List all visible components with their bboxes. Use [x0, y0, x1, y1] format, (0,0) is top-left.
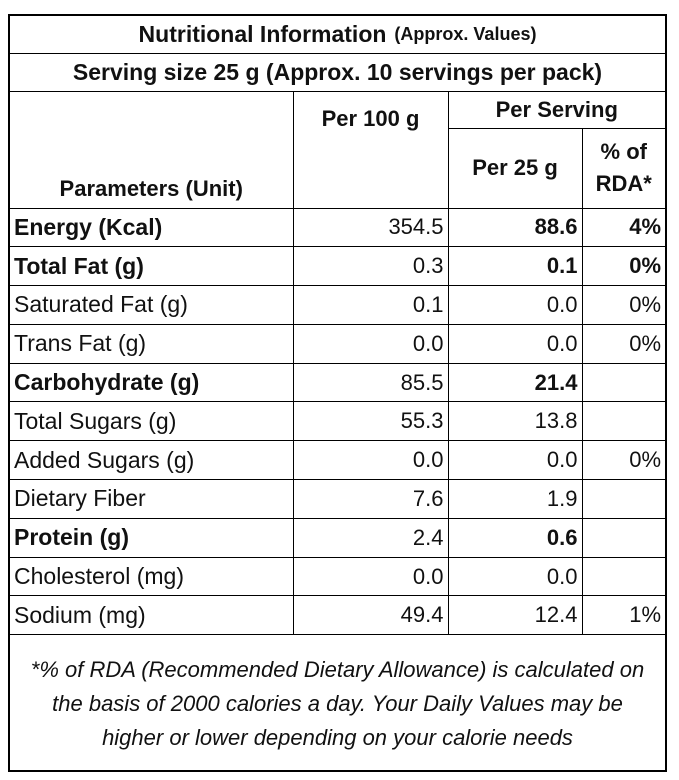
table-row: Total Fat (g) 0.3 0.1 0%: [10, 246, 665, 287]
row-per25: 21.4: [447, 362, 583, 403]
table-row: Sodium (mg) 49.4 12.4 1%: [10, 595, 665, 636]
row-per25: 1.9: [447, 479, 583, 519]
title-main: Nutritional Information: [138, 21, 387, 47]
row-rda: 4%: [581, 207, 665, 248]
row-rda: 0%: [581, 285, 665, 325]
row-parameter: Total Sugars (g): [10, 401, 294, 442]
panel-title: Nutritional Information (Approx. Values): [10, 16, 665, 54]
table-row: Added Sugars (g) 0.0 0.0 0%: [10, 440, 665, 481]
row-parameter: Protein (g): [10, 517, 294, 558]
row-per100: 0.3: [292, 246, 449, 287]
row-per25: 0.0: [447, 440, 583, 481]
row-rda: 0%: [581, 440, 665, 481]
row-parameter: Cholesterol (mg): [10, 556, 294, 597]
header-parameters: Parameters (Unit): [10, 92, 294, 209]
row-rda: 0%: [581, 323, 665, 364]
row-per25: 13.8: [447, 401, 583, 442]
row-per25: 88.6: [447, 207, 583, 248]
title-note: (Approx. Values): [394, 24, 537, 44]
header-rda-line1: % of: [600, 139, 647, 164]
row-per100: 0.0: [292, 556, 449, 597]
row-per100: 0.1: [292, 285, 449, 325]
serving-size: Serving size 25 g (Approx. 10 servings p…: [10, 54, 665, 92]
row-per100: 2.4: [292, 517, 449, 558]
header-rda-line2: RDA*: [595, 171, 652, 196]
header-per25: Per 25 g: [448, 127, 583, 209]
header-per-serving: Per Serving: [447, 92, 665, 129]
rda-footnote: *% of RDA (Recommended Dietary Allowance…: [30, 656, 645, 750]
row-per25: 0.0: [447, 556, 583, 597]
row-parameter: Saturated Fat (g): [10, 285, 294, 325]
row-parameter: Energy (Kcal): [10, 207, 294, 248]
table-row: Carbohydrate (g) 85.5 21.4: [10, 362, 665, 403]
table-row: Dietary Fiber 7.6 1.9: [10, 479, 665, 519]
row-per100: 0.0: [292, 440, 449, 481]
table-row: Trans Fat (g) 0.0 0.0 0%: [10, 323, 665, 364]
nutrition-panel: Nutritional Information (Approx. Values)…: [8, 14, 667, 772]
row-parameter: Carbohydrate (g): [10, 362, 294, 403]
nutrition-table: Parameters (Unit) Per 100 g Per Serving …: [10, 92, 665, 636]
table-row: Total Sugars (g) 55.3 13.8: [10, 401, 665, 442]
row-per25: 0.1: [447, 246, 583, 287]
row-per25: 0.0: [447, 323, 583, 364]
row-rda: [581, 479, 665, 519]
row-parameter: Sodium (mg): [10, 595, 294, 636]
row-parameter: Trans Fat (g): [10, 323, 294, 364]
row-per25: 0.6: [447, 517, 583, 558]
row-rda: [581, 517, 665, 558]
header-per100: Per 100 g: [292, 92, 449, 209]
header-rda: % of RDA*: [581, 127, 665, 209]
row-rda: 1%: [581, 595, 665, 636]
table-row: Saturated Fat (g) 0.1 0.0 0%: [10, 285, 665, 325]
row-per25: 12.4: [447, 595, 583, 636]
row-per100: 0.0: [292, 323, 449, 364]
row-per100: 85.5: [292, 362, 449, 403]
row-per25: 0.0: [447, 285, 583, 325]
row-per100: 7.6: [292, 479, 449, 519]
row-per100: 55.3: [292, 401, 449, 442]
row-rda: [581, 362, 665, 403]
row-per100: 354.5: [292, 207, 449, 248]
table-row: Protein (g) 2.4 0.6: [10, 517, 665, 558]
row-rda: 0%: [581, 246, 665, 287]
row-rda: [581, 556, 665, 597]
row-parameter: Added Sugars (g): [10, 440, 294, 481]
row-parameter: Total Fat (g): [10, 246, 294, 287]
row-rda: [581, 401, 665, 442]
table-row: Cholesterol (mg) 0.0 0.0: [10, 556, 665, 597]
row-per100: 49.4: [292, 595, 449, 636]
row-parameter: Dietary Fiber: [10, 479, 294, 519]
table-row: Energy (Kcal) 354.5 88.6 4%: [10, 207, 665, 248]
